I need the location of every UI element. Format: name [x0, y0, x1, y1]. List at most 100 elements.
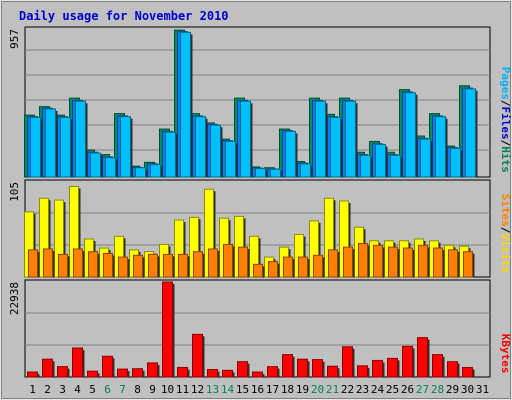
series-side-label: Sites/Visits [499, 194, 512, 274]
x-tick-label: 10 [161, 383, 174, 396]
bar-pages [75, 100, 86, 178]
y-max-label: 957 [8, 29, 21, 49]
bar-kbytes [87, 370, 98, 378]
x-tick-label: 14 [221, 383, 235, 396]
bar-pages [120, 116, 131, 178]
bar-pages [390, 154, 401, 178]
series-side-label: Pages/Files/Hits [499, 67, 512, 173]
x-tick-label: 1 [29, 383, 36, 396]
x-tick-label: 27 [416, 383, 429, 396]
bar-pages [330, 116, 341, 178]
bar-sites [73, 248, 83, 278]
bar-kbytes [102, 355, 113, 378]
bar-kbytes [57, 366, 68, 378]
side-label-visits: Visits [499, 233, 512, 273]
bar-sites [148, 253, 158, 278]
x-tick-label: 23 [356, 383, 369, 396]
x-tick-label: 3 [59, 383, 66, 396]
bar-pages [225, 140, 236, 178]
x-tick-label: 15 [236, 383, 249, 396]
side-label-sites: Sites [499, 194, 512, 227]
bar-pages [180, 31, 191, 178]
side-label-pages: Pages [499, 67, 512, 100]
bar-kbytes [267, 366, 278, 378]
bar-kbytes [462, 366, 473, 378]
bar-pages [30, 116, 41, 178]
x-tick-label: 26 [401, 383, 414, 396]
x-tick-label: 20 [311, 383, 324, 396]
bar-pages [135, 167, 146, 178]
x-tick-label: 5 [89, 383, 96, 396]
bar-sites [253, 263, 263, 278]
bar-sites [28, 249, 38, 278]
bar-pages [60, 116, 71, 178]
bar-sites [88, 251, 98, 278]
bar-sites [433, 247, 443, 278]
bar-kbytes [222, 369, 233, 378]
bar-kbytes [312, 359, 323, 378]
x-tick-label: 4 [74, 383, 81, 396]
bar-sites [448, 249, 458, 278]
bar-pages [165, 131, 176, 178]
bar-sites [343, 246, 353, 278]
panel-2: 105 Sites/Visits [8, 179, 512, 278]
bar-sites [358, 243, 368, 278]
x-tick-label: 30 [461, 383, 474, 396]
bar-pages [315, 100, 326, 178]
bar-pages [195, 116, 206, 178]
bar-pages [240, 100, 251, 178]
x-tick-label: 25 [386, 383, 399, 396]
x-tick-label: 9 [149, 383, 156, 396]
bar-kbytes [177, 366, 188, 378]
x-tick-label: 19 [296, 383, 309, 396]
bar-kbytes [27, 371, 38, 378]
bar-sites [283, 256, 293, 278]
bar-pages [210, 124, 221, 178]
bar-sites [298, 256, 308, 278]
bar-kbytes [342, 346, 353, 378]
side-label-separator: / [499, 227, 512, 234]
bar-kbytes [72, 347, 83, 378]
x-axis-labels: 1 2 3 4 5 6 7 8 9 10 11 12 13 14 15 16 17 18 19 20 21 22 23 24 2… [29, 383, 489, 396]
bar-kbytes [327, 365, 338, 378]
series-side-label: KBytes [499, 334, 512, 374]
x-tick-label: 31 [476, 383, 489, 396]
bar-kbytes [237, 361, 248, 378]
x-tick-label: 24 [371, 383, 385, 396]
bar-sites [268, 261, 278, 278]
x-tick-label: 29 [446, 383, 459, 396]
x-tick-label: 17 [266, 383, 279, 396]
bar-kbytes [282, 354, 293, 378]
x-tick-label: 6 [104, 383, 111, 396]
bar-pages [435, 116, 446, 178]
x-tick-label: 18 [281, 383, 294, 396]
bar-pages [420, 138, 431, 178]
bar-kbytes [417, 337, 428, 378]
bar-kbytes [432, 354, 443, 378]
bar-sites [418, 244, 428, 278]
bar-sites [178, 253, 188, 278]
bar-sites [373, 244, 383, 278]
bar-kbytes [447, 361, 458, 378]
bar-sites [163, 253, 173, 278]
bar-kbytes [147, 362, 158, 378]
chart-title: Daily usage for November 2010 [19, 9, 229, 23]
bar-sites [103, 252, 113, 278]
bar-pages [255, 167, 266, 178]
bar-sites [118, 256, 128, 278]
bar-pages [450, 147, 461, 178]
bar-pages [270, 168, 281, 178]
x-tick-label: 22 [341, 383, 354, 396]
side-label-separator: / [499, 140, 512, 147]
side-label-kbytes: KBytes [499, 334, 512, 374]
bar-sites [388, 246, 398, 278]
bar-pages [45, 108, 56, 178]
bar-kbytes [117, 368, 128, 378]
x-tick-label: 13 [206, 383, 219, 396]
bar-kbytes [297, 358, 308, 378]
bar-pages [360, 154, 371, 178]
panel-3: 22938 KBytes [8, 279, 512, 378]
x-tick-label: 7 [119, 383, 126, 396]
